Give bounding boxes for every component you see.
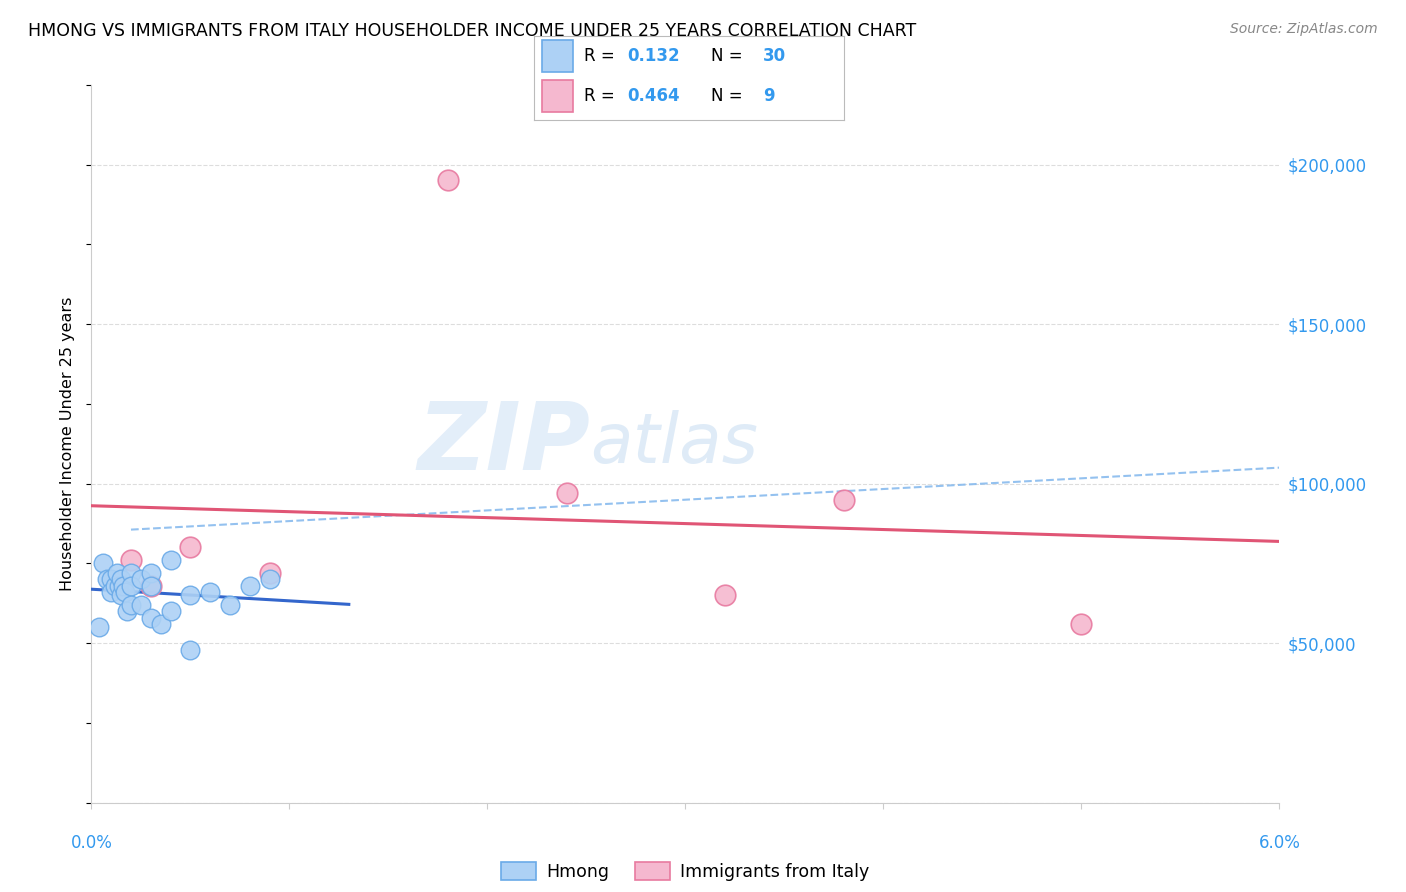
Point <box>139 610 162 624</box>
Text: 9: 9 <box>763 87 775 105</box>
Text: atlas: atlas <box>591 410 758 477</box>
Point <box>100 573 122 587</box>
Point <box>89 620 111 634</box>
Point <box>114 585 136 599</box>
Point <box>120 579 142 593</box>
Point <box>555 486 578 500</box>
Point <box>112 579 135 593</box>
Point <box>120 553 142 567</box>
Point <box>120 566 142 580</box>
Point <box>129 598 152 612</box>
Point <box>110 588 132 602</box>
Point <box>115 604 138 618</box>
Point <box>105 566 128 580</box>
Point <box>129 573 152 587</box>
Point <box>259 573 281 587</box>
Bar <box>541 79 574 112</box>
Point <box>104 579 127 593</box>
Point <box>436 173 458 187</box>
Text: 6.0%: 6.0% <box>1258 834 1301 852</box>
Y-axis label: Householder Income Under 25 years: Householder Income Under 25 years <box>60 296 76 591</box>
Point <box>149 617 172 632</box>
Point <box>1070 617 1092 632</box>
Text: Source: ZipAtlas.com: Source: ZipAtlas.com <box>1230 22 1378 37</box>
Point <box>219 598 242 612</box>
Text: 0.132: 0.132 <box>627 47 679 65</box>
Text: R =: R = <box>583 87 620 105</box>
Point <box>108 579 131 593</box>
Point <box>96 573 118 587</box>
Point <box>120 598 142 612</box>
Text: N =: N = <box>710 87 748 105</box>
Legend: Hmong, Immigrants from Italy: Hmong, Immigrants from Italy <box>494 855 877 888</box>
Text: 0.0%: 0.0% <box>70 834 112 852</box>
Point <box>714 588 737 602</box>
Point <box>200 585 222 599</box>
Point <box>259 566 281 580</box>
Point <box>139 579 162 593</box>
Point <box>159 553 181 567</box>
Point <box>100 585 122 599</box>
Text: 30: 30 <box>763 47 786 65</box>
Point <box>179 642 201 657</box>
Point <box>159 604 181 618</box>
Point <box>91 557 114 571</box>
Point <box>179 541 201 555</box>
Point <box>139 579 162 593</box>
Point <box>179 588 201 602</box>
Point <box>239 579 262 593</box>
Text: N =: N = <box>710 47 748 65</box>
Text: R =: R = <box>583 47 620 65</box>
Text: ZIP: ZIP <box>418 398 591 490</box>
Point <box>139 566 162 580</box>
Text: 0.464: 0.464 <box>627 87 679 105</box>
Point <box>832 492 855 507</box>
Text: HMONG VS IMMIGRANTS FROM ITALY HOUSEHOLDER INCOME UNDER 25 YEARS CORRELATION CHA: HMONG VS IMMIGRANTS FROM ITALY HOUSEHOLD… <box>28 22 917 40</box>
Point <box>110 573 132 587</box>
Bar <box>541 40 574 72</box>
